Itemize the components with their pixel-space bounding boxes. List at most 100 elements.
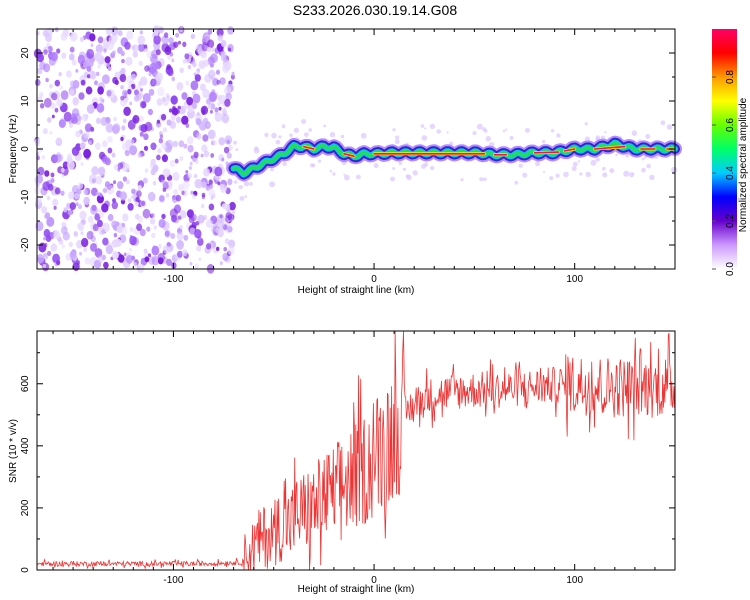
ridge-halo-speck — [502, 129, 506, 133]
noise-blob — [43, 97, 52, 108]
noise-blob — [156, 49, 161, 56]
noise-blob — [123, 106, 131, 117]
ridge-halo-speck — [392, 128, 396, 132]
noise-blob — [95, 117, 101, 125]
ridge-halo-speck — [550, 129, 555, 133]
noise-blob — [169, 159, 176, 168]
ridge-halo-speck — [301, 119, 307, 124]
noise-blob — [223, 146, 230, 154]
noise-blob — [122, 163, 130, 173]
noise-blob — [156, 119, 161, 124]
noise-blob — [191, 194, 197, 200]
noise-blob — [113, 232, 118, 238]
spectrogram-ytick-label: 0 — [20, 146, 31, 152]
noise-blob — [43, 49, 48, 55]
noise-blob — [130, 73, 136, 81]
ridge-halo-speck — [249, 182, 253, 186]
noise-blob — [155, 72, 163, 82]
ridge-halo-speck — [275, 139, 281, 145]
noise-blob — [228, 239, 236, 249]
noise-blob — [84, 257, 91, 265]
noise-blob — [112, 180, 117, 185]
ridge-halo-speck — [483, 177, 487, 182]
noise-blob — [42, 263, 47, 269]
noise-blob — [127, 203, 134, 211]
noise-blob — [81, 237, 89, 248]
noise-blob — [74, 192, 80, 200]
noise-blob — [187, 172, 193, 179]
noise-blob — [158, 137, 163, 144]
noise-blob — [97, 86, 104, 95]
noise-blob — [97, 64, 101, 69]
noise-blob — [165, 141, 169, 146]
noise-blob — [121, 125, 126, 131]
noise-blob — [229, 201, 236, 211]
ridge-halo-speck — [405, 174, 410, 179]
noise-blob — [174, 158, 179, 164]
noise-blob — [218, 106, 222, 111]
noise-blob — [216, 79, 221, 85]
noise-blob — [148, 66, 156, 75]
noise-blob — [83, 148, 91, 159]
ridge-halo-speck — [660, 120, 666, 126]
noise-blob — [97, 36, 104, 44]
noise-blob — [73, 231, 79, 237]
noise-blob — [144, 256, 150, 263]
noise-blob — [53, 205, 57, 210]
noise-blob — [181, 249, 188, 257]
noise-blob — [220, 40, 227, 48]
snr-ytick-label: 600 — [20, 375, 31, 392]
noise-blob — [146, 226, 151, 232]
noise-blob — [130, 195, 134, 199]
noise-blob — [97, 166, 106, 176]
noise-blob — [138, 115, 144, 123]
noise-blob — [137, 215, 144, 223]
ridge-halo-speck — [645, 134, 651, 139]
noise-blob — [119, 74, 127, 83]
noise-blob — [216, 246, 220, 251]
spectrogram-ytick-label: -10 — [20, 189, 31, 204]
noise-blob — [101, 203, 109, 213]
ridge-hot-red — [533, 151, 560, 154]
noise-blob — [224, 98, 231, 107]
ridge-halo-speck — [343, 173, 346, 176]
noise-blob — [50, 243, 58, 252]
spectrogram-ytick-label: 20 — [20, 47, 31, 59]
noise-blob — [47, 45, 53, 53]
noise-blob — [111, 33, 119, 42]
noise-blob — [202, 38, 207, 43]
noise-blob — [132, 262, 138, 268]
noise-blob — [124, 149, 130, 157]
noise-blob — [41, 206, 48, 214]
noise-blob — [170, 95, 178, 105]
noise-blob — [207, 129, 216, 140]
ridge-halo-speck — [402, 167, 406, 171]
noise-blob — [206, 122, 211, 128]
noise-blob — [120, 85, 124, 90]
noise-blob — [54, 187, 61, 195]
noise-blob — [107, 147, 113, 154]
noise-blob — [44, 212, 51, 219]
noise-blob — [78, 204, 82, 210]
noise-blob — [88, 140, 92, 145]
ridge-halo-speck — [615, 153, 618, 157]
noise-blob — [120, 136, 124, 142]
noise-blob — [89, 70, 97, 80]
noise-blob — [41, 155, 46, 160]
noise-blob — [129, 145, 138, 156]
noise-blob — [51, 92, 58, 101]
noise-blob — [46, 195, 51, 201]
noise-blob — [139, 30, 143, 35]
noise-blob — [143, 145, 149, 151]
noise-blob — [219, 77, 226, 85]
noise-blob — [170, 114, 176, 121]
noise-blob — [52, 198, 59, 207]
noise-blob — [142, 93, 151, 103]
noise-blob — [175, 116, 182, 124]
noise-blob — [35, 151, 40, 157]
noise-blob — [190, 213, 197, 222]
noise-blob — [203, 59, 209, 67]
ridge-halo-speck — [590, 159, 597, 166]
noise-blob — [45, 77, 49, 83]
